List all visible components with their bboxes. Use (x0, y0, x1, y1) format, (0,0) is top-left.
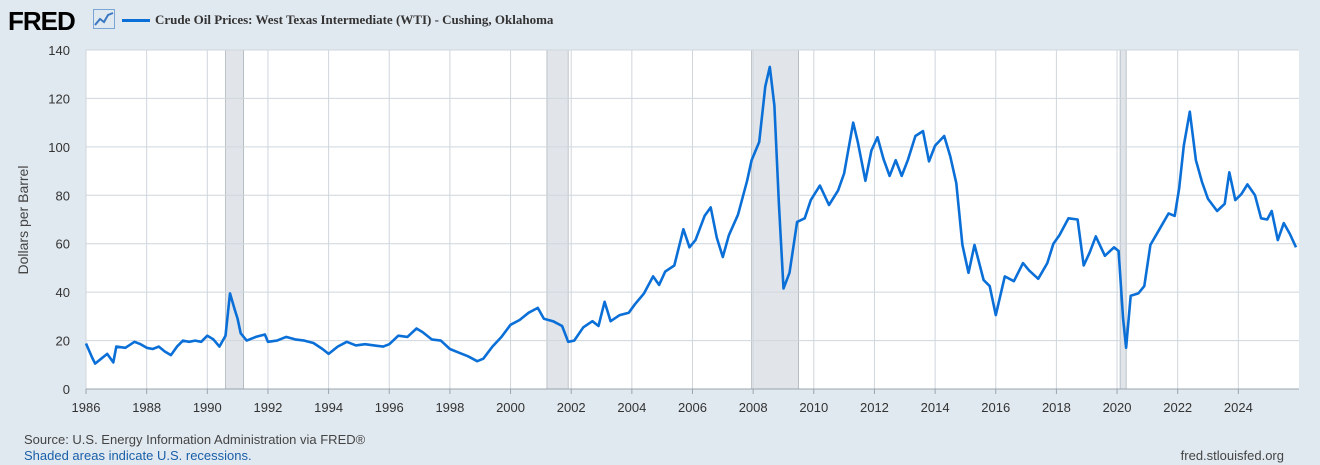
y-axis-ticks: 0 20 40 60 80 100 120 140 (48, 43, 70, 397)
x-tick-label: 2008 (739, 400, 768, 415)
x-tick-label: 2000 (496, 400, 525, 415)
site-link[interactable]: fred.stlouisfed.org (1180, 448, 1284, 463)
x-tick-label: 1986 (72, 400, 101, 415)
y-tick-label: 100 (48, 140, 70, 155)
x-tick-label: 2006 (678, 400, 707, 415)
recession-band (546, 49, 569, 390)
x-tick-label: 2014 (921, 400, 950, 415)
y-tick-label: 0 (63, 382, 70, 397)
y-axis-label: Dollars per Barrel (15, 166, 31, 275)
y-tick-label: 20 (56, 334, 70, 349)
x-axis-ticks: 1986 1988 1990 1992 1994 1996 1998 2000 2002 2004… (72, 389, 1253, 415)
recession-note: Shaded areas indicate U.S. recessions. (24, 448, 252, 463)
x-tick-label: 1990 (193, 400, 222, 415)
legend-swatch (122, 19, 150, 22)
y-tick-label: 60 (56, 237, 70, 252)
recession-band (225, 49, 244, 390)
x-tick-label: 2016 (981, 400, 1010, 415)
x-tick-label: 2002 (557, 400, 586, 415)
y-tick-label: 120 (48, 91, 70, 106)
x-tick-label: 1996 (375, 400, 404, 415)
x-tick-label: 1992 (253, 400, 282, 415)
x-tick-label: 2022 (1163, 400, 1192, 415)
line-chart-icon (93, 9, 115, 29)
y-tick-label: 40 (56, 285, 70, 300)
x-tick-label: 1994 (314, 400, 343, 415)
series-title[interactable]: Crude Oil Prices: West Texas Intermediat… (155, 12, 554, 27)
x-tick-label: 1998 (435, 400, 464, 415)
y-tick-label: 140 (48, 43, 70, 58)
grid (85, 49, 1299, 390)
x-tick-label: 2010 (799, 400, 828, 415)
x-tick-label: 2018 (1042, 400, 1071, 415)
fred-logo[interactable]: FRED (8, 6, 76, 36)
series-line[interactable] (84, 65, 1298, 365)
x-tick-label: 2012 (860, 400, 889, 415)
x-tick-label: 2020 (1103, 400, 1132, 415)
series-layer (84, 65, 1298, 365)
x-tick-label: 2024 (1224, 400, 1253, 415)
x-tick-label: 1988 (132, 400, 161, 415)
x-tick-label: 2004 (617, 400, 646, 415)
source-note: Source: U.S. Energy Information Administ… (24, 432, 366, 447)
y-tick-label: 80 (56, 188, 70, 203)
recession-band (751, 49, 799, 390)
